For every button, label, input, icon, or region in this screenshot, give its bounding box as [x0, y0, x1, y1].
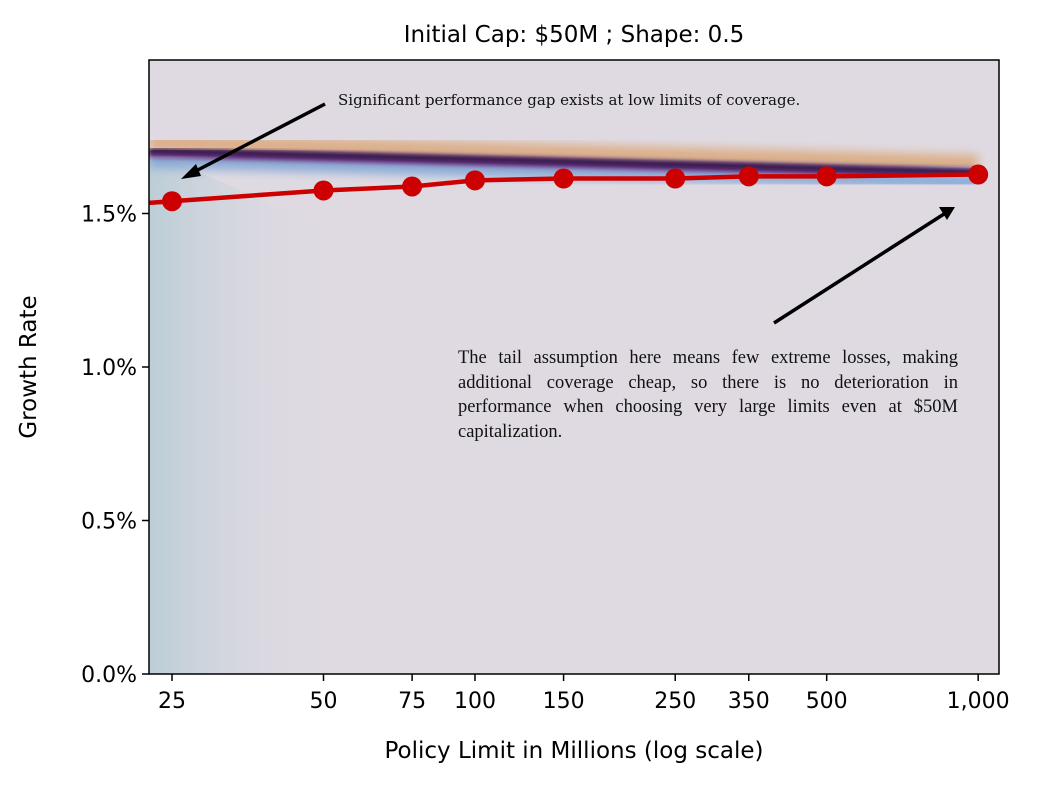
- band-upper-glow: [149, 133, 979, 174]
- x-tick-label: 50: [310, 689, 338, 714]
- x-tick-label: 250: [654, 689, 696, 714]
- x-tick-label: 25: [158, 689, 186, 714]
- chart-title: Initial Cap: $50M ; Shape: 0.5: [404, 22, 745, 48]
- data-point: [553, 168, 574, 189]
- x-tick-label: 100: [454, 689, 496, 714]
- data-point: [313, 180, 334, 201]
- y-tick-label: 0.5%: [81, 510, 137, 535]
- band-core: [149, 148, 979, 175]
- annotation-arrow-2: [773, 207, 955, 325]
- annotation-low-limits: Significant performance gap exists at lo…: [338, 91, 801, 109]
- y-tick-label: 0.0%: [81, 663, 137, 688]
- x-tick-label: 500: [806, 689, 848, 714]
- x-tick-label: 350: [728, 689, 770, 714]
- series-line-group: [148, 164, 989, 212]
- data-point: [665, 168, 686, 189]
- data-point: [402, 176, 423, 197]
- data-point: [738, 166, 759, 187]
- data-point: [816, 166, 837, 187]
- annotation-tail-assumption: The tail assumption here means few extre…: [458, 348, 958, 442]
- data-point: [968, 164, 989, 185]
- x-axis-label: Policy Limit in Millions (log scale): [384, 738, 763, 764]
- y-tick-label: 1.5%: [81, 203, 137, 228]
- x-tick-label: 150: [543, 689, 585, 714]
- x-tick-label: 1,000: [947, 689, 1010, 714]
- y-axis-label: Growth Rate: [16, 295, 42, 438]
- y-tick-label: 1.0%: [81, 356, 137, 381]
- annotation-arrow-1: [181, 102, 326, 179]
- x-tick-label: 75: [398, 689, 426, 714]
- series-line-extension: [148, 198, 173, 206]
- left-density-region: [149, 135, 330, 674]
- data-point: [464, 170, 485, 191]
